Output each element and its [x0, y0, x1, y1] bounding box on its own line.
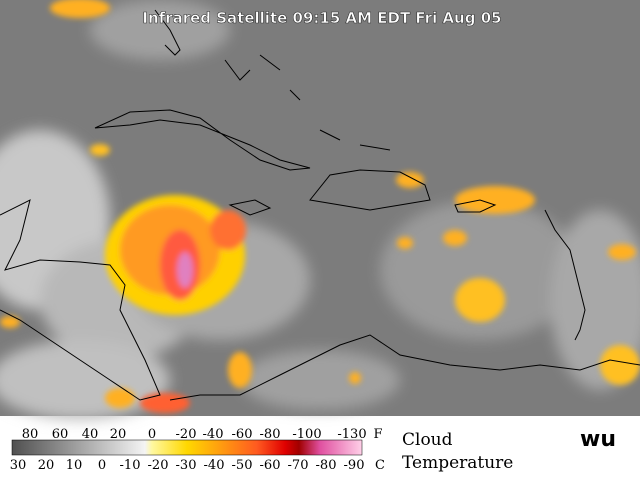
fahrenheit-label: -100 [292, 427, 321, 442]
logo: wu [580, 427, 616, 452]
fahrenheit-label: 40 [82, 427, 99, 442]
satellite-map: Infrared Satellite 09:15 AM EDT Fri Aug … [0, 0, 640, 420]
legend-caption: Temperature [402, 453, 513, 473]
fahrenheit-label: 20 [110, 427, 127, 442]
color-bar [11, 439, 363, 456]
fahrenheit-label: -40 [203, 427, 224, 442]
fahrenheit-label: 0 [148, 427, 156, 442]
fahrenheit-label: -80 [260, 427, 281, 442]
legend-caption: Cloud [402, 430, 453, 450]
fahrenheit-label: -20 [176, 427, 197, 442]
celsius-label: 30 [10, 458, 27, 473]
fahrenheit-label: 80 [22, 427, 39, 442]
fahrenheit-label: 60 [52, 427, 69, 442]
celsius-label: 20 [38, 458, 55, 473]
coastlines [0, 9, 640, 401]
legend: Cloud Temperature wu 80 60 40 20 0 -20 -40 -60-… [10, 427, 616, 473]
celsius-label: 10 [66, 458, 83, 473]
celsius-label: 0 [98, 458, 106, 473]
map-title: Infrared Satellite 09:15 AM EDT Fri Aug … [142, 9, 501, 27]
celsius-label: -10 [120, 458, 141, 473]
celsius-label: -70 [288, 458, 309, 473]
celsius-label: -60 [260, 458, 281, 473]
cold-tops [0, 0, 640, 413]
fahrenheit-label: -60 [232, 427, 253, 442]
celsius-label: -40 [204, 458, 225, 473]
fahrenheit-unit: F [373, 427, 382, 442]
celsius-unit: C [375, 458, 385, 473]
fahrenheit-label: -130 [337, 427, 366, 442]
celsius-label: -50 [232, 458, 253, 473]
celsius-label: -20 [148, 458, 169, 473]
celsius-label: -30 [176, 458, 197, 473]
celsius-label: -80 [316, 458, 337, 473]
celsius-label: -90 [344, 458, 365, 473]
